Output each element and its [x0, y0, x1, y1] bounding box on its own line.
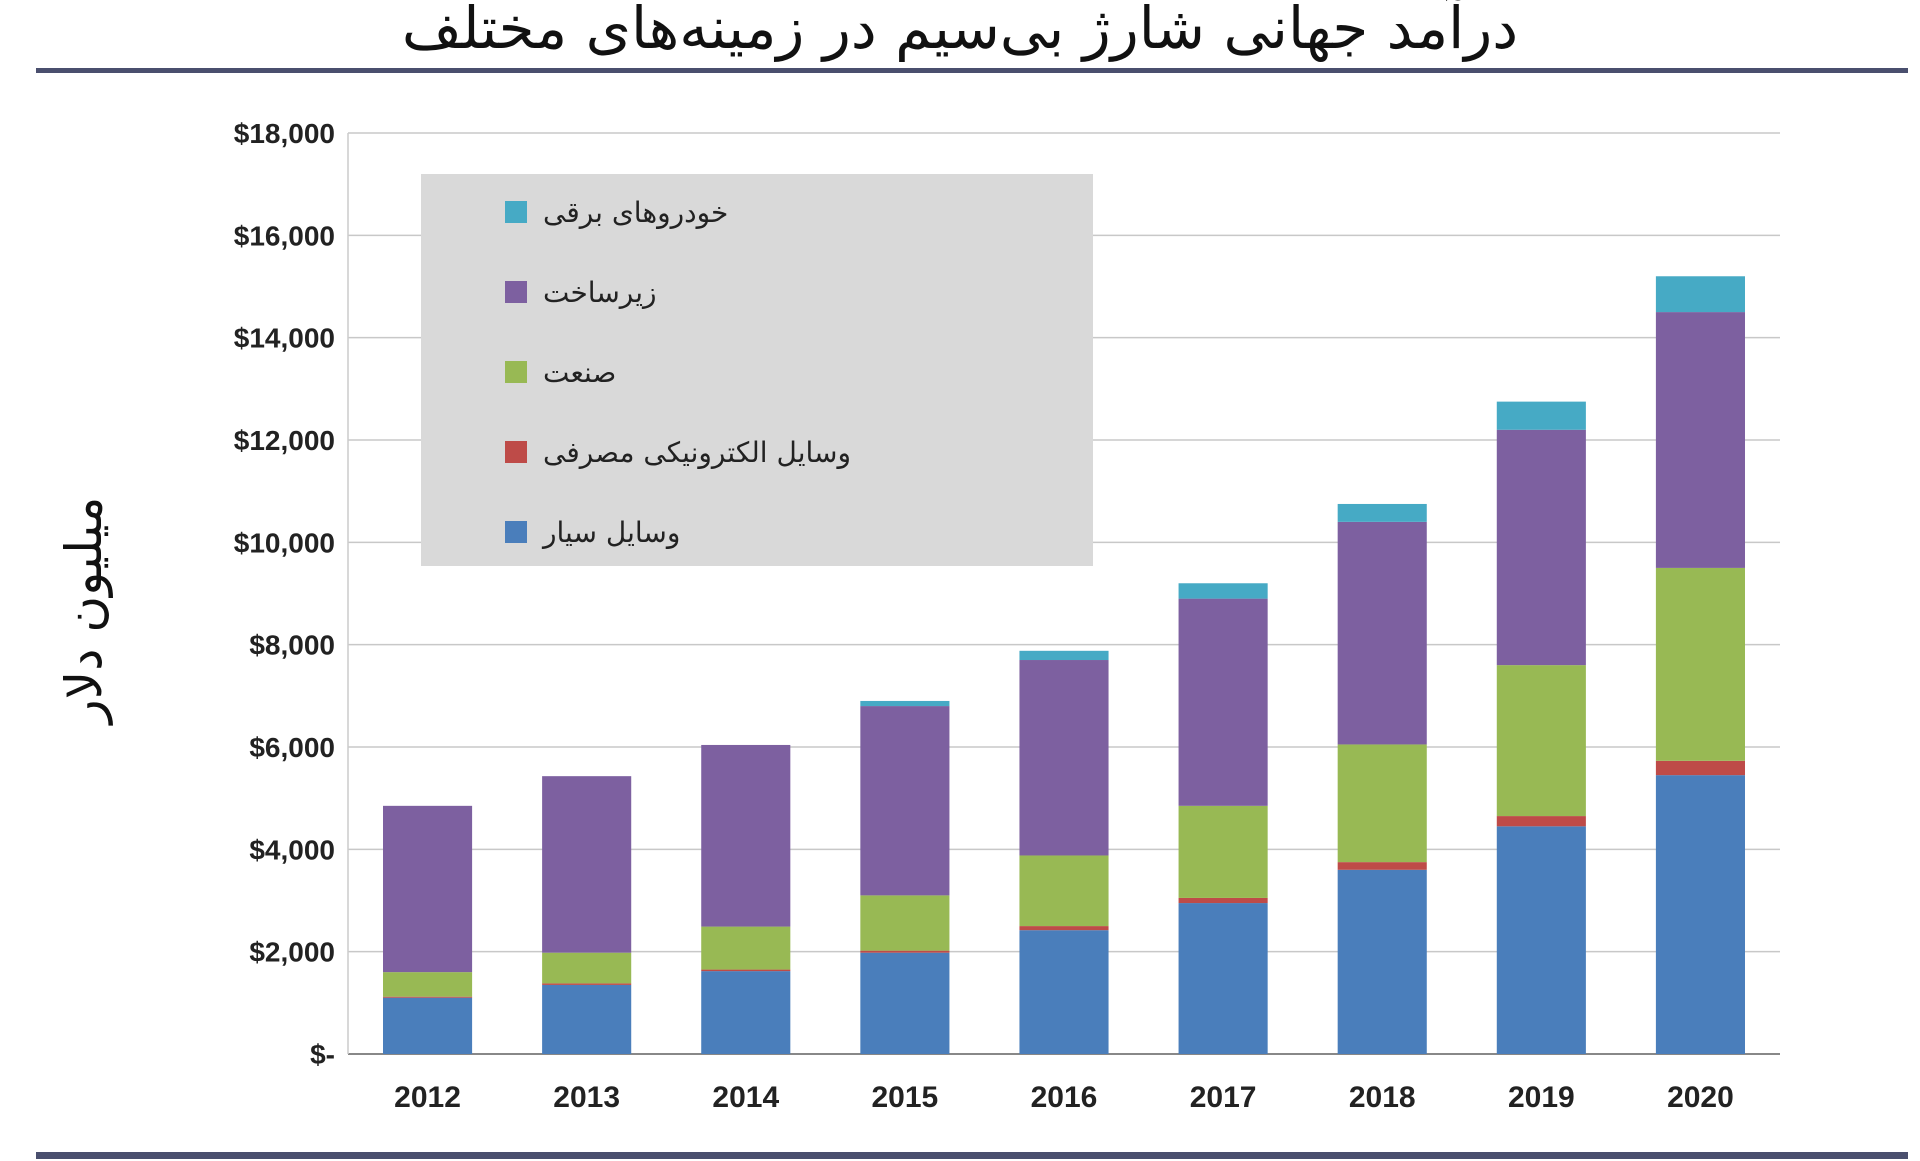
legend-item: وسایل الکترونیکی مصرفی	[421, 432, 851, 472]
legend-item: وسایل سیار	[421, 512, 680, 552]
bar-segment	[1178, 583, 1268, 599]
y-tick-label: $4,000	[249, 834, 335, 865]
y-tick-label: $18,000	[234, 118, 335, 149]
x-tick-label: 2019	[1508, 1081, 1575, 1114]
x-axis-ticks: 2012 2013 2014 2015 2016 2017 2018 2019 2020	[394, 1081, 1734, 1114]
bar-segment	[1655, 760, 1745, 776]
y-tick-label: $12,000	[234, 425, 335, 456]
bar-segment	[542, 776, 632, 953]
y-tick-label: $2,000	[249, 937, 335, 968]
bottom-rule	[36, 1152, 1908, 1159]
bar-segment	[1496, 401, 1586, 430]
bar-segment	[383, 997, 473, 1054]
x-tick-label: 2014	[712, 1081, 779, 1114]
bar-segment	[1337, 862, 1427, 870]
bar-segment	[860, 952, 950, 1054]
x-tick-label: 2018	[1349, 1081, 1416, 1114]
y-tick-label: $6,000	[249, 732, 335, 763]
legend-label: خودروهای برقی	[543, 195, 729, 229]
legend-item: صنعت	[421, 352, 616, 392]
bar-segment	[1019, 650, 1109, 661]
x-tick-label: 2012	[394, 1081, 461, 1114]
bar-segment	[1178, 897, 1268, 904]
y-tick-label: $8,000	[249, 630, 335, 661]
bar-segment	[1496, 665, 1586, 817]
bar-segment	[1655, 312, 1745, 568]
x-tick-label: 2017	[1190, 1081, 1257, 1114]
bar-segment	[1655, 276, 1745, 313]
legend-swatch	[505, 441, 527, 463]
bars	[383, 276, 1745, 1054]
bar-segment	[1496, 816, 1586, 827]
legend-swatch	[505, 361, 527, 383]
bar-segment	[383, 972, 473, 997]
bar-segment	[860, 700, 950, 707]
title-underline	[36, 68, 1908, 73]
legend: خودروهای برقی زیرساخت صنعت وسایل الکترونیکی…	[421, 174, 1093, 566]
bar-segment	[1019, 926, 1109, 931]
y-tick-label: $14,000	[234, 323, 335, 354]
bar-segment	[1496, 826, 1586, 1054]
y-tick-label: $-	[310, 1039, 335, 1070]
bar-segment	[1178, 598, 1268, 806]
bar-segment	[1178, 805, 1268, 898]
bar-segment	[860, 706, 950, 896]
y-tick-label: $16,000	[234, 220, 335, 251]
legend-swatch	[505, 521, 527, 543]
bar-segment	[383, 996, 473, 998]
bar-segment	[542, 952, 632, 984]
y-axis-ticks: $- $2,000 $4,000 $6,000 $8,000 $10,000 $12,000…	[234, 118, 335, 1070]
x-tick-label: 2013	[553, 1081, 620, 1114]
x-tick-label: 2016	[1031, 1081, 1098, 1114]
bar-segment	[1337, 503, 1427, 522]
bar-segment	[1337, 869, 1427, 1054]
bar-segment	[701, 969, 791, 972]
bar-segment	[383, 805, 473, 973]
bar-segment	[1337, 744, 1427, 863]
bar-segment	[701, 926, 791, 970]
y-tick-label: $10,000	[234, 527, 335, 558]
bar-segment	[542, 983, 632, 985]
bar-segment	[701, 744, 791, 927]
chart-title: درآمد جهانی شارژ بی‌سیم در زمینه‌های مخت…	[401, 0, 1519, 62]
bar-segment	[860, 950, 950, 953]
x-tick-label: 2015	[872, 1081, 939, 1114]
bar-segment	[1178, 903, 1268, 1054]
bar-segment	[1337, 521, 1427, 745]
legend-label: وسایل الکترونیکی مصرفی	[543, 435, 851, 469]
legend-label: صنعت	[543, 355, 617, 389]
bar-segment	[1655, 567, 1745, 761]
legend-swatch	[505, 201, 527, 223]
bar-segment	[1655, 775, 1745, 1054]
legend-label: وسایل سیار	[543, 515, 681, 549]
bar-segment	[1496, 429, 1586, 666]
legend-item: زیرساخت	[421, 272, 657, 312]
bar-segment	[1019, 660, 1109, 856]
legend-swatch	[505, 281, 527, 303]
legend-label: زیرساخت	[543, 275, 657, 309]
legend-item: خودروهای برقی	[421, 192, 728, 232]
bar-segment	[1019, 855, 1109, 927]
bar-segment	[1019, 930, 1109, 1054]
bar-segment	[860, 895, 950, 951]
bar-segment	[542, 984, 632, 1054]
x-tick-label: 2020	[1667, 1081, 1734, 1114]
bar-segment	[701, 971, 791, 1054]
